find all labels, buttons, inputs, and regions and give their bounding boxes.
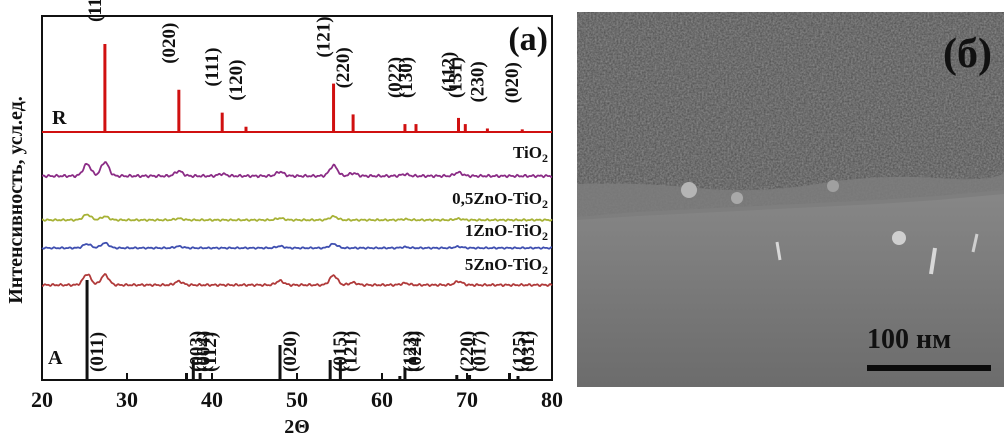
xrd-chart-panel: 20 30 40 50 60 70 80 2Θ Интенсивность, усл.ед. (a… <box>5 0 563 438</box>
x-tick-label: 40 <box>201 387 223 412</box>
ref-r-peak-label: (121) <box>314 16 335 57</box>
ref-r-peak-label: (020) <box>502 62 523 103</box>
ref-r-peak-label: (112) <box>439 52 460 92</box>
ref-r-peak-label: (110) <box>85 0 106 22</box>
ref-a-letter: A <box>48 347 63 369</box>
x-tick-label: 50 <box>286 387 308 412</box>
ref-r-peak-label: (131) <box>445 57 466 98</box>
ref-r-peak-label: (111) <box>202 48 223 87</box>
ref-r-peak-label: (022) <box>385 57 406 98</box>
x-tick-label: 30 <box>116 387 138 412</box>
series-5ZnO-TiO2-line <box>41 272 553 288</box>
nanorod <box>971 233 979 253</box>
x-tick-label: 80 <box>541 387 563 412</box>
particle <box>731 192 743 204</box>
scale-bar <box>867 365 991 371</box>
ref-a-peak-label: (112) <box>200 332 221 372</box>
x-tick-label: 70 <box>456 387 478 412</box>
ref-a-peak-label: (125) <box>510 331 531 372</box>
ref-r-peak-label: (020) <box>159 23 180 64</box>
series-0,5ZnO-TiO2-line <box>41 213 553 222</box>
substrate-surface <box>577 190 1004 387</box>
series-label: TiO2 <box>513 143 548 165</box>
sem-image-panel: (б) 100 нм <box>577 12 1004 387</box>
ref-a-peak-label: (024) <box>405 331 426 372</box>
x-tick-label: 60 <box>371 387 393 412</box>
sem-micrograph <box>577 12 1004 387</box>
series-label: 1ZnO-TiO2 <box>465 221 548 243</box>
series-1ZnO-TiO2-line <box>41 241 553 250</box>
xrd-chart: 20 30 40 50 60 70 80 2Θ Интенсивность, усл.ед. (a… <box>5 0 563 438</box>
ref-r-letter: R <box>52 107 67 129</box>
panel-label-b: (б) <box>943 31 992 77</box>
series-label: 0,5ZnO-TiO2 <box>452 189 548 211</box>
ref-a-peak-label: (004) <box>193 331 214 372</box>
ref-r-peak-label: (220) <box>333 47 354 88</box>
ref-a-peak-label: (031) <box>518 331 539 372</box>
series-label: 5ZnO-TiO2 <box>465 255 548 277</box>
y-axis-title: Интенсивность, усл.ед. <box>5 96 27 304</box>
ref-a-peak-label: (017) <box>470 331 491 372</box>
scale-bar-label: 100 нм <box>867 324 952 355</box>
ref-a-peak-label: (015) <box>330 331 351 372</box>
ref-a-peak-label: (220) <box>457 331 478 372</box>
particle <box>681 182 697 198</box>
ref-r-peak-label: (130) <box>396 57 417 98</box>
nanorod <box>929 247 937 275</box>
ref-a-peak-label: (011) <box>87 332 108 372</box>
ref-a-peak-label: (121) <box>340 331 361 372</box>
panel-label-a: (a) <box>508 21 548 58</box>
nanorod <box>775 241 782 261</box>
ref-a-peak-label: (123) <box>400 331 421 372</box>
particle <box>827 180 839 192</box>
ref-a-peak-label: (003) <box>187 331 208 372</box>
film-cross-section-edge <box>577 172 1004 220</box>
ref-r-peak-label: (230) <box>467 61 488 102</box>
ref-a-peak-label: (020) <box>280 331 301 372</box>
series-TiO2-line <box>41 161 553 179</box>
x-axis-title: 2Θ <box>284 416 310 438</box>
particle <box>892 231 906 245</box>
ref-r-peak-label: (120) <box>226 60 247 101</box>
x-tick-label: 20 <box>31 387 53 412</box>
